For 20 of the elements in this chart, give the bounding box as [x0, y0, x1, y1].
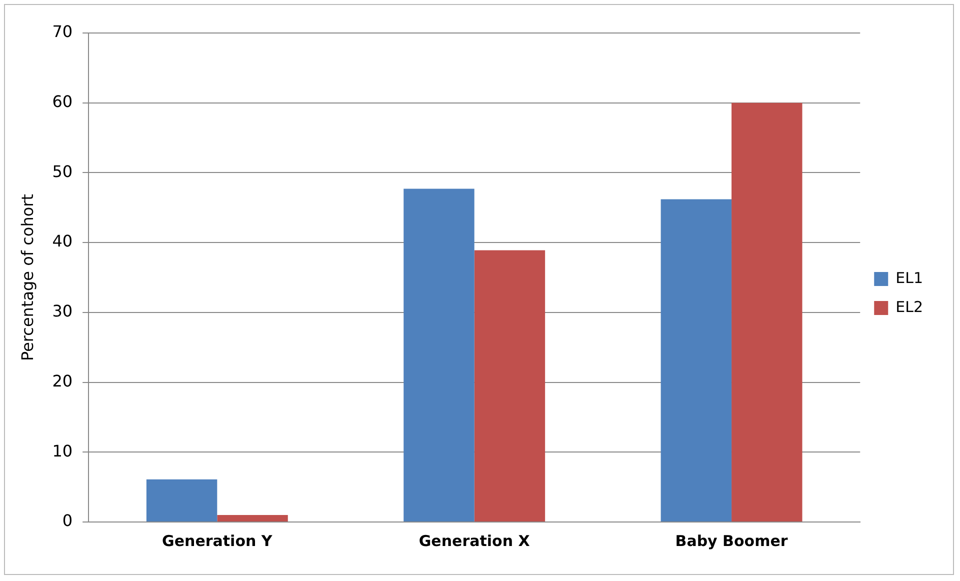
x-tick-label: Generation Y — [162, 532, 274, 550]
y-tick-label: 0 — [62, 511, 73, 530]
bar — [146, 479, 218, 522]
y-axis-title: Percentage of cohort — [18, 194, 37, 361]
y-tick-label: 40 — [52, 232, 73, 251]
bar — [217, 515, 288, 522]
bar — [732, 102, 802, 522]
bar — [404, 188, 474, 522]
legend-label: EL2 — [896, 298, 924, 316]
y-tick-label: 30 — [52, 302, 73, 321]
y-tick-label: 70 — [52, 22, 73, 42]
bar — [474, 250, 546, 522]
x-tick-label: Baby Boomer — [675, 532, 788, 550]
y-tick-label: 60 — [52, 92, 73, 112]
legend-label: EL1 — [896, 268, 924, 287]
y-tick-label: 50 — [52, 162, 73, 181]
y-tick-label: 20 — [52, 371, 73, 390]
bar — [660, 199, 732, 522]
x-tick-label: Generation X — [418, 532, 530, 550]
y-tick-label: 10 — [52, 441, 73, 460]
